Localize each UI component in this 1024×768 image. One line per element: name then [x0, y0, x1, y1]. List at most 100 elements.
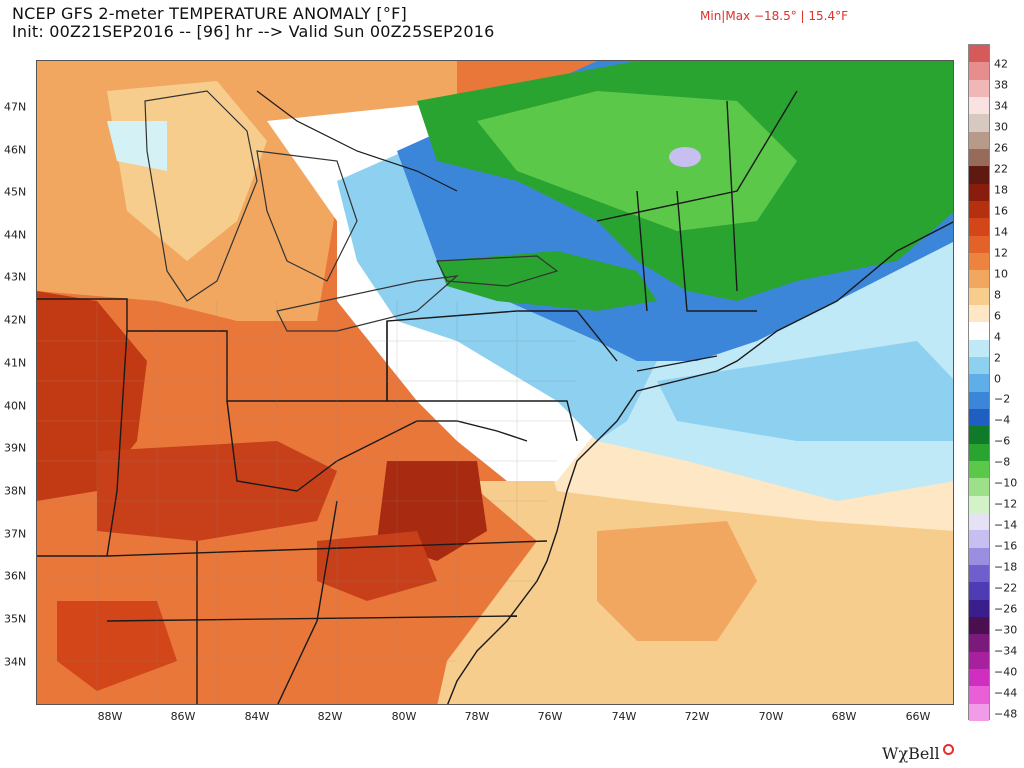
lon-label: 76W	[537, 710, 563, 723]
color-scale-segment	[969, 218, 989, 237]
lat-label: 42N	[4, 313, 27, 327]
lon-label: 74W	[611, 710, 637, 723]
color-scale-label: −26	[994, 602, 1018, 616]
color-scale-segment	[969, 513, 989, 531]
lon-label: 86W	[170, 710, 196, 723]
color-scale-label: 6	[994, 309, 1001, 323]
lat-label: 40N	[4, 399, 27, 413]
color-scale-segment	[969, 79, 989, 98]
lat-label: 43N	[4, 270, 27, 284]
upper-michigan-cool-patch	[107, 121, 167, 171]
color-scale-segment	[969, 253, 989, 271]
color-scale-segment	[969, 547, 989, 566]
border-line	[106, 330, 128, 557]
color-scale-segment	[969, 582, 989, 601]
color-scale-label: −12	[994, 497, 1018, 511]
color-scale-segment	[969, 703, 989, 722]
color-scale-segment	[969, 391, 989, 410]
color-scale-label: 8	[994, 288, 1001, 302]
color-scale-label: 38	[994, 78, 1008, 92]
color-scale-segment	[969, 114, 989, 133]
lat-label: 46N	[4, 143, 27, 157]
color-scale-segment	[969, 339, 989, 358]
lake-erie-outline	[276, 275, 459, 332]
county-grid	[37, 301, 577, 704]
color-scale-label: 30	[994, 120, 1008, 134]
color-scale-segment	[969, 617, 989, 635]
color-scale-label: 16	[994, 204, 1008, 218]
map-canvas	[37, 61, 953, 704]
color-scale-segment	[969, 45, 989, 63]
color-scale-segment	[969, 149, 989, 167]
color-scale-label: 0	[994, 372, 1001, 386]
lon-label: 72W	[684, 710, 710, 723]
color-scale-label: −2	[994, 392, 1011, 406]
color-scale-segment	[969, 357, 989, 375]
border-line	[726, 100, 738, 292]
lat-label: 41N	[4, 356, 27, 370]
color-scale-segment	[969, 322, 989, 341]
lat-label: 37N	[4, 527, 27, 541]
color-scale-segment	[969, 97, 989, 115]
lat-label: 35N	[4, 612, 27, 626]
color-scale-label: −48	[994, 707, 1018, 721]
wxbell-logo: WχBell	[882, 744, 954, 763]
border-line	[277, 500, 338, 704]
lake-ontario-cold-band	[437, 251, 657, 311]
lon-label: 70W	[758, 710, 784, 723]
color-scale-segment	[969, 634, 989, 653]
lat-label: 34N	[4, 655, 27, 669]
color-scale-label: −40	[994, 665, 1018, 679]
color-scale-segment	[969, 183, 989, 202]
atlantic-warmer-patch	[597, 521, 757, 641]
lake-michigan-outline	[144, 90, 258, 302]
atlantic-coastline	[447, 221, 953, 704]
lat-label: 47N	[4, 100, 27, 114]
border-line	[636, 190, 648, 312]
canada-border	[256, 90, 458, 192]
coldest-anomaly-spot	[669, 147, 701, 167]
lat-label: 38N	[4, 484, 27, 498]
color-scale-segment	[969, 426, 989, 445]
color-scale-segment	[969, 530, 989, 549]
min-max-readout: Min|Max −18.5° | 15.4°F	[700, 9, 849, 23]
color-scale-label: 14	[994, 225, 1008, 239]
color-scale-label: 26	[994, 141, 1008, 155]
color-scale-label: −6	[994, 434, 1011, 448]
county-line	[37, 340, 577, 662]
color-scale-label: 2	[994, 351, 1001, 365]
color-scale-label: 22	[994, 162, 1008, 176]
temperature-anomaly-map	[36, 60, 954, 705]
color-scale-segment	[969, 599, 989, 618]
map-subtitle-init-valid: Init: 00Z21SEP2016 -- [96] hr --> Valid …	[12, 22, 495, 41]
color-scale-label: 42	[994, 57, 1008, 71]
border-line	[676, 190, 757, 312]
lon-label: 82W	[317, 710, 343, 723]
lat-label: 44N	[4, 228, 27, 242]
color-scale-label: −16	[994, 539, 1018, 553]
color-scale-segment	[969, 495, 989, 514]
color-scale-label: −18	[994, 560, 1018, 574]
color-scale-label: 18	[994, 183, 1008, 197]
alabama-hot-region	[57, 601, 177, 691]
atlantic-cooler-region	[657, 341, 953, 441]
lat-label: 39N	[4, 441, 27, 455]
color-scale-label: −22	[994, 581, 1018, 595]
color-scale-segment	[969, 201, 989, 219]
long-island-outline	[636, 355, 718, 372]
lake-huron-outline	[256, 150, 358, 282]
color-scale-label: 10	[994, 267, 1008, 281]
color-scale-segment	[969, 62, 989, 81]
color-scale-label: −34	[994, 644, 1018, 658]
color-scale-segment	[969, 686, 989, 705]
color-scale-segment	[969, 669, 989, 687]
color-scale-segment	[969, 443, 989, 462]
border-line	[106, 540, 548, 557]
lon-label: 66W	[905, 710, 931, 723]
lon-label: 88W	[97, 710, 123, 723]
color-scale-bar	[968, 44, 990, 722]
color-scale-label: −10	[994, 476, 1018, 490]
border-line	[106, 615, 518, 622]
brand-dot-icon	[942, 744, 954, 755]
